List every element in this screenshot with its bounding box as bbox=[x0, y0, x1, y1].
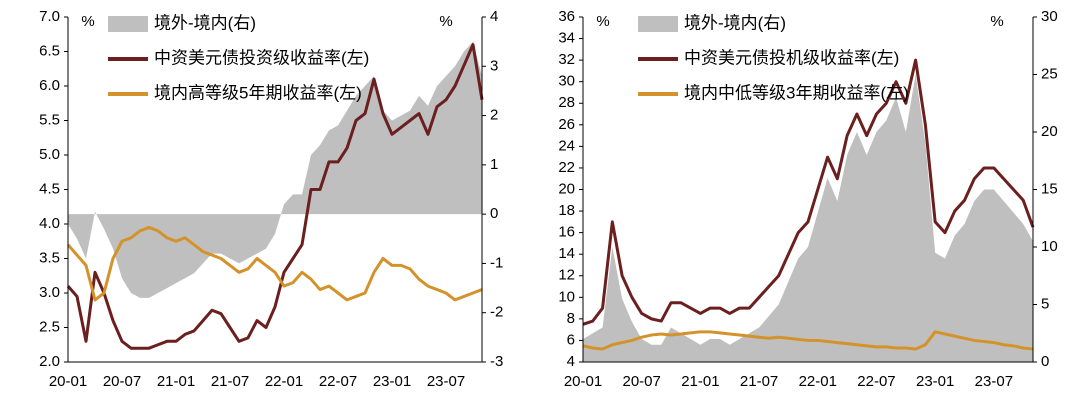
y2-tick-label: -3 bbox=[490, 353, 503, 370]
y-tick-label: 6.5 bbox=[39, 42, 60, 59]
x-tick-label: 22-07 bbox=[857, 373, 895, 390]
legend-label: 中资美元债投机级收益率(左) bbox=[684, 48, 899, 67]
line-series bbox=[66, 225, 483, 302]
y-tick-label: 4 bbox=[567, 353, 575, 370]
y-tick-label: 12 bbox=[558, 267, 575, 284]
y-tick-label: 36 bbox=[558, 8, 575, 25]
x-tick-label: 21-01 bbox=[681, 373, 719, 390]
legend-label: 境内高等级5年期收益率(左) bbox=[154, 83, 362, 102]
chart: 2.0 2.5 3.0 3.5 4.0 4.5 5.0 5.5 6.0 6.5 7.0 -3 -2 -1 0… bbox=[39, 8, 503, 390]
y-tick-label: 22 bbox=[558, 159, 575, 176]
y-axis-unit: % bbox=[596, 13, 609, 30]
y2-tick-label: -1 bbox=[490, 254, 503, 271]
y-tick-label: 8 bbox=[567, 310, 575, 327]
x-tick-label: 21-01 bbox=[157, 373, 195, 390]
y-tick-label: 30 bbox=[558, 73, 575, 90]
y2-axis-unit: % bbox=[439, 13, 452, 30]
chart: 4 6 8 10 12 14 16 18 20 22 24 26 28 30 32 34 36 0 5 10 15 20 2… bbox=[558, 8, 1057, 390]
x-tick-label: 20-07 bbox=[623, 373, 661, 390]
y-tick-label: 5.0 bbox=[39, 146, 60, 163]
y-tick-label: 14 bbox=[558, 245, 575, 262]
x-tick-label: 23-07 bbox=[427, 373, 465, 390]
y2-tick-label: 30 bbox=[1041, 8, 1058, 25]
y-tick-label: 24 bbox=[558, 137, 575, 154]
y-tick-label: 6 bbox=[567, 331, 575, 348]
legend-label: 中资美元债投资级收益率(左) bbox=[154, 48, 369, 67]
y-tick-label: 26 bbox=[558, 116, 575, 133]
y-tick-label: 18 bbox=[558, 202, 575, 219]
x-tick-label: 23-01 bbox=[373, 373, 411, 390]
y2-tick-label: 0 bbox=[490, 205, 498, 222]
x-tick-label: 23-01 bbox=[916, 373, 954, 390]
x-tick-label: 21-07 bbox=[740, 373, 778, 390]
x-tick-label: 22-01 bbox=[799, 373, 837, 390]
x-tick-label: 20-07 bbox=[103, 373, 141, 390]
y2-tick-label: 1 bbox=[490, 156, 498, 173]
y2-tick-label: 10 bbox=[1041, 238, 1058, 255]
y-tick-label: 32 bbox=[558, 51, 575, 68]
y-tick-label: 4.0 bbox=[39, 215, 60, 232]
y2-tick-label: 25 bbox=[1041, 65, 1058, 82]
y-tick-label: 10 bbox=[558, 288, 575, 305]
y2-tick-label: 5 bbox=[1041, 295, 1049, 312]
x-tick-label: 23-07 bbox=[975, 373, 1013, 390]
y-tick-label: 34 bbox=[558, 30, 575, 47]
y-axis-unit: % bbox=[81, 13, 94, 30]
x-tick-label: 20-01 bbox=[49, 373, 87, 390]
legend-label: 境外-境内(右) bbox=[684, 13, 786, 32]
y2-tick-label: 0 bbox=[1041, 353, 1049, 370]
area-series bbox=[68, 41, 482, 298]
legend-swatch bbox=[108, 16, 148, 32]
y-tick-label: 2.0 bbox=[39, 353, 60, 370]
x-tick-label: 22-01 bbox=[265, 373, 303, 390]
legend-swatch bbox=[638, 16, 678, 32]
y2-tick-label: 2 bbox=[490, 107, 498, 124]
y-tick-label: 3.5 bbox=[39, 249, 60, 266]
y2-axis-unit: % bbox=[990, 13, 1003, 30]
area-series bbox=[583, 74, 1033, 362]
line-series bbox=[582, 330, 1034, 351]
y-tick-label: 20 bbox=[558, 180, 575, 197]
y-tick-label: 2.5 bbox=[39, 318, 60, 335]
legend-label: 境外-境内(右) bbox=[154, 13, 256, 32]
y-tick-label: 5.5 bbox=[39, 111, 60, 128]
y2-tick-label: -2 bbox=[490, 304, 503, 321]
line-series bbox=[582, 58, 1035, 326]
y-tick-label: 4.5 bbox=[39, 180, 60, 197]
y-tick-label: 7.0 bbox=[39, 8, 60, 25]
y2-tick-label: 15 bbox=[1041, 180, 1058, 197]
line-series bbox=[66, 43, 484, 350]
y2-tick-label: 4 bbox=[490, 8, 498, 25]
y-tick-label: 28 bbox=[558, 94, 575, 111]
x-tick-label: 22-07 bbox=[319, 373, 357, 390]
y-tick-label: 3.0 bbox=[39, 284, 60, 301]
legend-label: 境内中低等级3年期收益率(左) bbox=[684, 83, 909, 102]
y2-tick-label: 20 bbox=[1041, 123, 1058, 140]
x-tick-label: 21-07 bbox=[211, 373, 249, 390]
y-tick-label: 6.0 bbox=[39, 77, 60, 94]
y2-tick-label: 3 bbox=[490, 57, 498, 74]
x-tick-label: 20-01 bbox=[564, 373, 602, 390]
y-tick-label: 16 bbox=[558, 224, 575, 241]
